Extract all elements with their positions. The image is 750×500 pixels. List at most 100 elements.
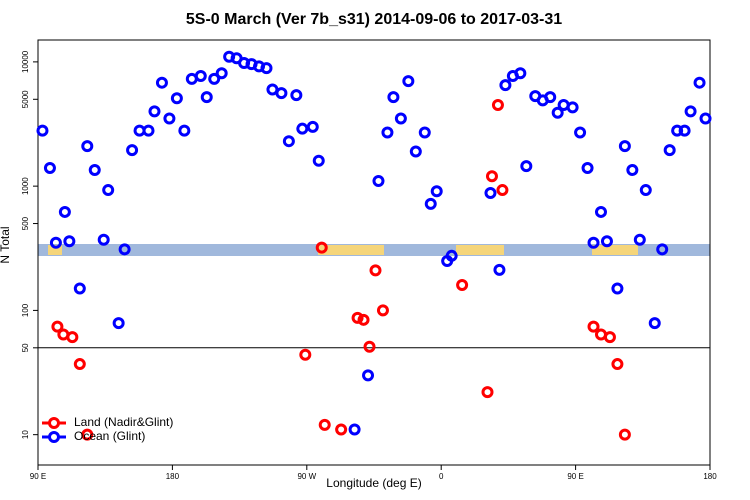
point	[200, 91, 213, 104]
point	[170, 92, 183, 105]
point	[618, 140, 631, 153]
point	[63, 235, 76, 248]
point	[112, 317, 125, 330]
point	[73, 282, 86, 295]
point	[178, 124, 191, 137]
point	[363, 340, 376, 353]
point	[699, 112, 712, 125]
point	[499, 79, 512, 92]
point	[544, 91, 557, 104]
point	[208, 72, 221, 85]
point	[626, 163, 639, 176]
point	[81, 428, 94, 441]
chart-title: 5S-0 March (Ver 7b_s31) 2014-09-06 to 20…	[186, 11, 562, 28]
point	[318, 418, 331, 431]
point	[36, 124, 49, 137]
point	[485, 170, 498, 183]
point	[633, 233, 646, 246]
point	[142, 124, 155, 137]
point	[73, 358, 86, 371]
x-tick-label: 90 E	[30, 472, 46, 481]
point	[493, 263, 506, 276]
map-strip	[38, 244, 710, 256]
point	[260, 62, 273, 75]
legend-label: Land (Nadir&Glint)	[74, 415, 173, 429]
point	[424, 197, 437, 210]
legend-marker	[48, 431, 60, 443]
point	[369, 264, 382, 277]
point	[126, 144, 139, 157]
point	[587, 320, 600, 333]
point	[194, 69, 207, 82]
y-tick-label: 10	[21, 430, 30, 439]
point	[566, 101, 579, 114]
point	[611, 358, 624, 371]
point	[312, 154, 325, 167]
point	[282, 135, 295, 148]
point	[155, 76, 168, 89]
y-tick-label: 500	[21, 216, 30, 230]
point	[381, 126, 394, 139]
point	[43, 161, 56, 174]
point	[49, 236, 62, 249]
point	[296, 122, 309, 135]
x-tick-label: 180	[166, 472, 180, 481]
x-tick-label: 0	[439, 472, 444, 481]
point	[58, 205, 71, 218]
point	[574, 126, 587, 139]
point	[357, 313, 370, 326]
point	[351, 311, 364, 324]
point	[693, 76, 706, 89]
point	[275, 87, 288, 100]
x-tick-label: 180	[703, 472, 717, 481]
point	[51, 320, 64, 333]
point	[372, 174, 385, 187]
point	[684, 105, 697, 118]
point	[81, 140, 94, 153]
point	[409, 145, 422, 158]
point	[306, 120, 319, 133]
point	[88, 163, 101, 176]
point	[520, 160, 533, 173]
point	[648, 317, 661, 330]
x-tick-label: 90 W	[297, 472, 316, 481]
y-axis-label: N Total	[0, 226, 12, 263]
point	[678, 124, 691, 137]
point	[299, 348, 312, 361]
point	[663, 144, 676, 157]
point	[600, 235, 613, 248]
point	[639, 184, 652, 197]
point	[290, 89, 303, 102]
point	[551, 106, 564, 119]
point	[514, 67, 527, 80]
y-tick-label: 100	[21, 303, 30, 317]
y-tick-label: 5000	[21, 90, 30, 108]
legend-marker	[48, 417, 60, 429]
point	[118, 243, 131, 256]
point	[387, 91, 400, 104]
point	[348, 423, 361, 436]
point	[418, 126, 431, 139]
point	[315, 241, 328, 254]
point	[430, 185, 443, 198]
point	[97, 233, 110, 246]
point	[587, 236, 600, 249]
point	[66, 331, 79, 344]
point	[481, 386, 494, 399]
point	[496, 184, 509, 197]
plot-frame	[37, 39, 711, 466]
point	[618, 428, 631, 441]
point	[394, 112, 407, 125]
point	[445, 249, 458, 262]
point	[402, 75, 415, 88]
y-tick-label: 10000	[21, 50, 30, 73]
point	[656, 243, 669, 256]
point	[581, 161, 594, 174]
x-axis-label: Longitude (deg E)	[326, 476, 421, 490]
x-tick-label: 90 E	[567, 472, 583, 481]
point	[491, 98, 504, 111]
point	[215, 67, 228, 80]
legend-label: Ocean (Glint)	[74, 429, 145, 443]
y-tick-label: 1000	[21, 177, 30, 195]
